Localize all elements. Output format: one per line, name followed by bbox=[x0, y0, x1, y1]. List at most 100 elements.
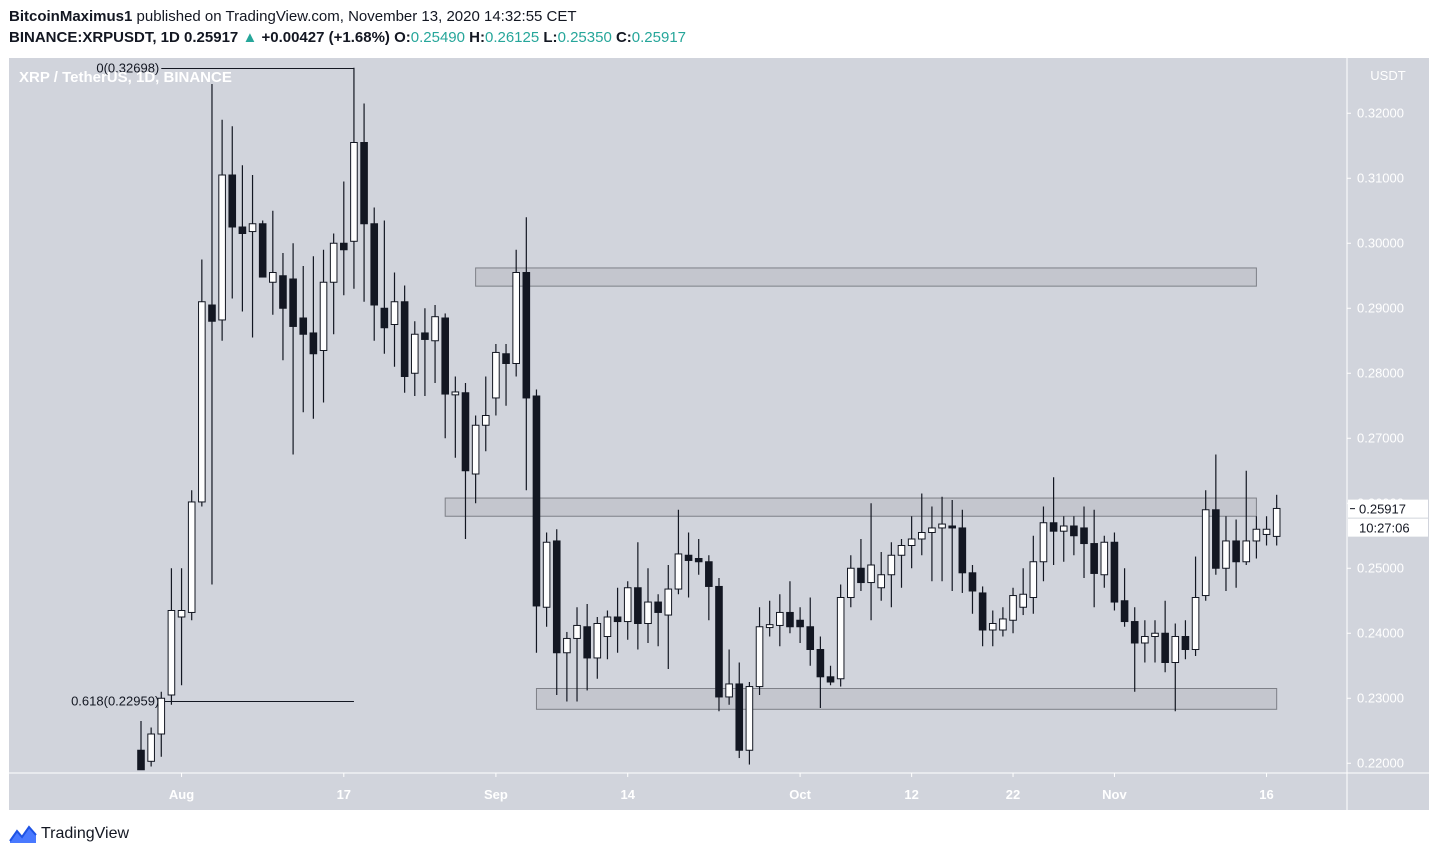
candle-2020-10-18 bbox=[968, 565, 977, 614]
chart-area[interactable]: 0(0.32698) 0.618(0.22959) 0.32000 0.31000 0… bbox=[9, 58, 1429, 810]
candle-body-down bbox=[299, 317, 308, 335]
candle-2020-11-12 bbox=[1222, 516, 1230, 591]
candle-body-down bbox=[1080, 527, 1088, 545]
candle-2020-08-31 bbox=[481, 376, 490, 452]
candle-2020-08-21 bbox=[380, 220, 389, 354]
candle-2020-08-06 bbox=[228, 126, 237, 299]
candle-2020-08-19 bbox=[360, 103, 368, 302]
candlestick-chart[interactable]: 0(0.32698)0.618(0.22959) 0.320000.310000… bbox=[9, 58, 1429, 810]
candle-2020-09-29 bbox=[776, 594, 784, 647]
candle-2020-09-19 bbox=[674, 509, 683, 595]
candle-2020-10-12 bbox=[907, 516, 916, 569]
candle-2020-08-08 bbox=[248, 175, 257, 338]
candle-2020-08-10 bbox=[269, 210, 277, 315]
time-tick-label: Aug bbox=[169, 787, 194, 802]
open-value: 0.25490 bbox=[410, 29, 465, 46]
candle-body-up bbox=[329, 242, 338, 283]
high-label: H: bbox=[469, 29, 485, 46]
candle-2020-07-29 bbox=[147, 727, 155, 767]
candle-body-down bbox=[258, 223, 267, 278]
price-tick-label: 0.31000 bbox=[1357, 170, 1404, 185]
candle-body-down bbox=[289, 278, 297, 327]
candle-2020-10-13 bbox=[917, 493, 926, 556]
candle-2020-07-30 bbox=[157, 691, 166, 757]
candle-2020-08-03 bbox=[198, 259, 206, 507]
candle-body-down bbox=[634, 587, 642, 624]
time-tick-label: Nov bbox=[1102, 787, 1127, 802]
author-link[interactable]: BitcoinMaximus1 bbox=[9, 8, 133, 25]
candle-body-up bbox=[471, 424, 480, 475]
candle-2020-10-30 bbox=[1090, 509, 1098, 608]
candle-body-up bbox=[887, 554, 896, 576]
candle-body-up bbox=[198, 301, 206, 503]
candle-2020-07-28 bbox=[137, 721, 145, 771]
price-tick-label: 0.24000 bbox=[1357, 625, 1404, 640]
candle-body-down bbox=[279, 275, 287, 309]
candle-2020-08-18 bbox=[350, 67, 358, 289]
candle-2020-09-12 bbox=[603, 610, 612, 660]
candle-body-down bbox=[441, 317, 449, 395]
candle-body-down bbox=[532, 395, 541, 607]
candle-2020-10-17 bbox=[958, 509, 967, 593]
candle-body-down bbox=[857, 567, 865, 584]
candle-2020-09-15 bbox=[634, 542, 642, 650]
price-tick-label: 0.29000 bbox=[1357, 300, 1404, 315]
candle-2020-08-27 bbox=[441, 313, 449, 439]
last-price-badge bbox=[1348, 499, 1428, 518]
countdown-badge bbox=[1348, 518, 1428, 537]
candle-body-up bbox=[847, 567, 855, 598]
candle-2020-11-09 bbox=[1191, 556, 1200, 656]
candle-2020-08-17 bbox=[340, 181, 348, 296]
candle-2020-08-20 bbox=[370, 207, 379, 341]
footer-brand[interactable]: TradingView bbox=[41, 825, 130, 842]
candle-2020-08-02 bbox=[187, 490, 196, 621]
candle-2020-10-26 bbox=[1049, 477, 1058, 565]
candle-body-up bbox=[867, 564, 875, 584]
publish-line: BitcoinMaximus1 published on TradingView… bbox=[9, 6, 686, 27]
candle-body-down bbox=[705, 561, 713, 587]
candle-body-up bbox=[481, 415, 490, 426]
horizontal-zone-3 bbox=[535, 688, 1278, 710]
time-tick-label: Oct bbox=[789, 787, 811, 802]
candle-body-down bbox=[1090, 543, 1098, 574]
candle-2020-09-09 bbox=[573, 607, 581, 702]
time-tick-label: 17 bbox=[337, 787, 351, 802]
candle-2020-11-04 bbox=[1141, 620, 1149, 663]
candle-body-up bbox=[1222, 540, 1230, 569]
candle-2020-08-23 bbox=[400, 285, 409, 393]
candle-2020-08-04 bbox=[208, 84, 216, 585]
candle-body-up bbox=[907, 538, 916, 546]
chart-watermark-title: XRP / TetherUS, 1D, BINANCE bbox=[19, 69, 232, 86]
candle-body-up bbox=[350, 142, 358, 242]
close-label: C: bbox=[615, 29, 632, 46]
candle-2020-10-14 bbox=[928, 506, 936, 582]
candle-body-down bbox=[552, 540, 561, 654]
horizontal-zone-2 bbox=[444, 497, 1257, 517]
time-axis[interactable]: Aug 17 Sep 14 Oct 12 22 Nov 16 bbox=[169, 773, 1274, 802]
close-value: 0.25917 bbox=[631, 29, 687, 46]
candle-2020-09-28 bbox=[765, 600, 774, 637]
candle-2020-10-27 bbox=[1059, 516, 1068, 562]
candle-2020-10-25 bbox=[1039, 506, 1048, 582]
candle-body-up bbox=[147, 733, 155, 762]
low-value: 0.25350 bbox=[557, 29, 612, 46]
candle-body-up bbox=[877, 574, 886, 589]
candle-body-down bbox=[1232, 540, 1240, 563]
candle-2020-09-07 bbox=[552, 529, 561, 695]
candle-2020-08-05 bbox=[218, 119, 226, 341]
countdown-label: 10:27:06 bbox=[1359, 521, 1410, 536]
candle-2020-09-05 bbox=[532, 389, 541, 653]
candle-2020-10-19 bbox=[978, 586, 987, 647]
candle-2020-08-11 bbox=[279, 253, 287, 361]
price-axis[interactable]: 0.32000 0.31000 0.30000 0.29000 0.28000 0.270… bbox=[1347, 105, 1428, 770]
price-tick-label: 0.22000 bbox=[1357, 755, 1404, 770]
candle-2020-11-15 bbox=[1252, 516, 1261, 559]
candle-2020-10-03 bbox=[816, 636, 825, 708]
candle-2020-10-22 bbox=[1009, 587, 1017, 634]
price-tick-label: 0.27000 bbox=[1357, 430, 1404, 445]
candle-2020-11-11 bbox=[1212, 454, 1220, 575]
chart-header: BitcoinMaximus1 published on TradingView… bbox=[9, 6, 686, 48]
candle-2020-11-08 bbox=[1181, 620, 1190, 660]
candle-body-up bbox=[410, 333, 419, 374]
candle-2020-09-02 bbox=[502, 344, 510, 406]
